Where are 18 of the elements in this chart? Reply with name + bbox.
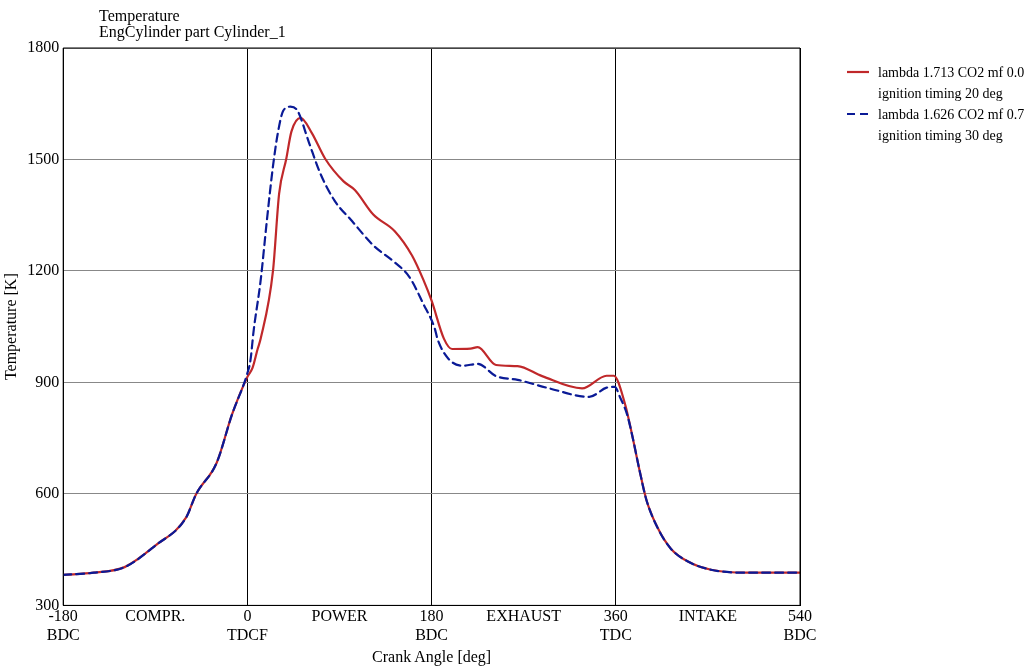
x-tick-label: 360 TDC (599, 607, 632, 644)
x-tick-label: INTAKE (678, 607, 738, 625)
y-tick-label: 1800 (27, 38, 60, 56)
y-tick-label: 1200 (27, 261, 60, 279)
x-axis-title: Crank Angle [deg] (372, 647, 492, 666)
y-tick-label: 900 (35, 372, 60, 390)
x-tick-label: EXHAUST (486, 607, 562, 625)
x-tick-label: 0 TDCF (226, 607, 268, 644)
y-tick-label: 1500 (27, 149, 60, 167)
chart-subtitle: EngCylinder part Cylinder_1 (99, 23, 286, 40)
y-tick-label: 600 (35, 484, 60, 502)
y-axis-title: Temperature [K] (1, 273, 20, 381)
chart-title: Temperature (99, 7, 180, 24)
x-tick-label: COMPR. (125, 607, 186, 625)
x-tick-label: 540 BDC (783, 607, 817, 644)
x-tick-label: POWER (311, 607, 368, 625)
legend-label: lambda 1.626 CO2 mf 0.7 ignition timing 30 deg (878, 106, 1025, 145)
x-tick-label: 180 BDC (415, 607, 449, 644)
